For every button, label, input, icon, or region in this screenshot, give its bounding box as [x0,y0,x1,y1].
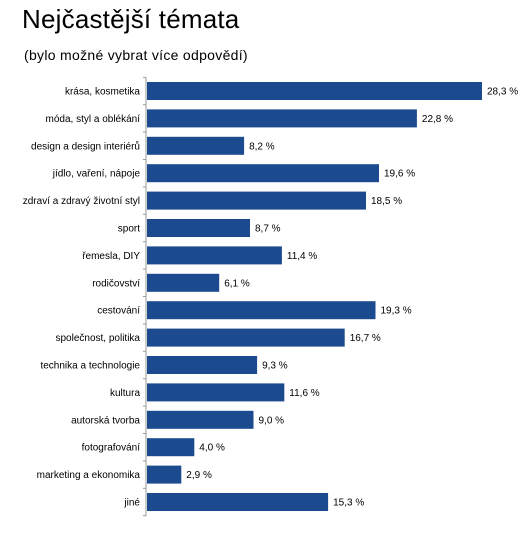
value-label: 9,0 % [259,415,285,426]
bar [147,465,182,484]
category-label: kultura [110,388,140,399]
value-label: 11,6 % [289,388,319,399]
bar [147,301,376,320]
bar [147,493,329,511]
chart-title: Nejčastější témata [22,4,240,34]
category-label: rodičovství [92,278,140,289]
category-label: řemesla, DIY [82,251,140,262]
bar [147,82,482,100]
category-label: zdraví a zdravý životní styl [23,196,140,207]
value-label: 4,0 % [199,443,225,454]
bar [147,410,254,429]
category-label: krása, kosmetika [65,87,140,98]
category-label: společnost, politika [56,333,141,344]
value-label: 11,4 % [287,251,317,262]
bar [147,219,250,237]
bar [147,438,195,457]
category-label: jiné [123,498,140,509]
category-label: technika a technologie [40,361,140,372]
bar [147,191,366,210]
chart-subtitle: (bylo možné vybrat více odpovědí) [24,47,248,63]
category-label: sport [118,224,140,235]
value-label: 22,8 % [422,114,453,125]
category-label: design a design interiérů [31,140,140,152]
category-label: marketing a ekonomika [37,470,141,481]
category-label: cestování [97,306,140,317]
value-label: 16,7 % [350,333,381,344]
value-label: 28,3 % [487,87,518,98]
value-label: 9,3 % [262,361,288,372]
category-label: jídlo, vaření, nápoje [52,169,141,180]
bar [147,109,417,128]
value-label: 15,3 % [333,498,364,509]
value-label: 2,9 % [186,470,212,481]
value-label: 18,5 % [371,196,402,207]
bar [147,383,285,402]
bar [147,356,258,374]
bar [147,164,379,183]
value-label: 8,7 % [255,224,281,235]
category-label: móda, styl a oblékání [46,114,141,125]
value-label: 6,1 % [224,278,250,289]
bar [147,136,245,155]
bar [147,246,282,265]
value-label: 19,3 % [381,306,412,317]
value-label: 19,6 % [384,169,415,180]
category-label: autorská tvorba [71,415,140,426]
bar [147,328,345,347]
value-label: 8,2 % [249,141,275,152]
category-label: fotografování [82,443,141,454]
bar [147,273,220,292]
